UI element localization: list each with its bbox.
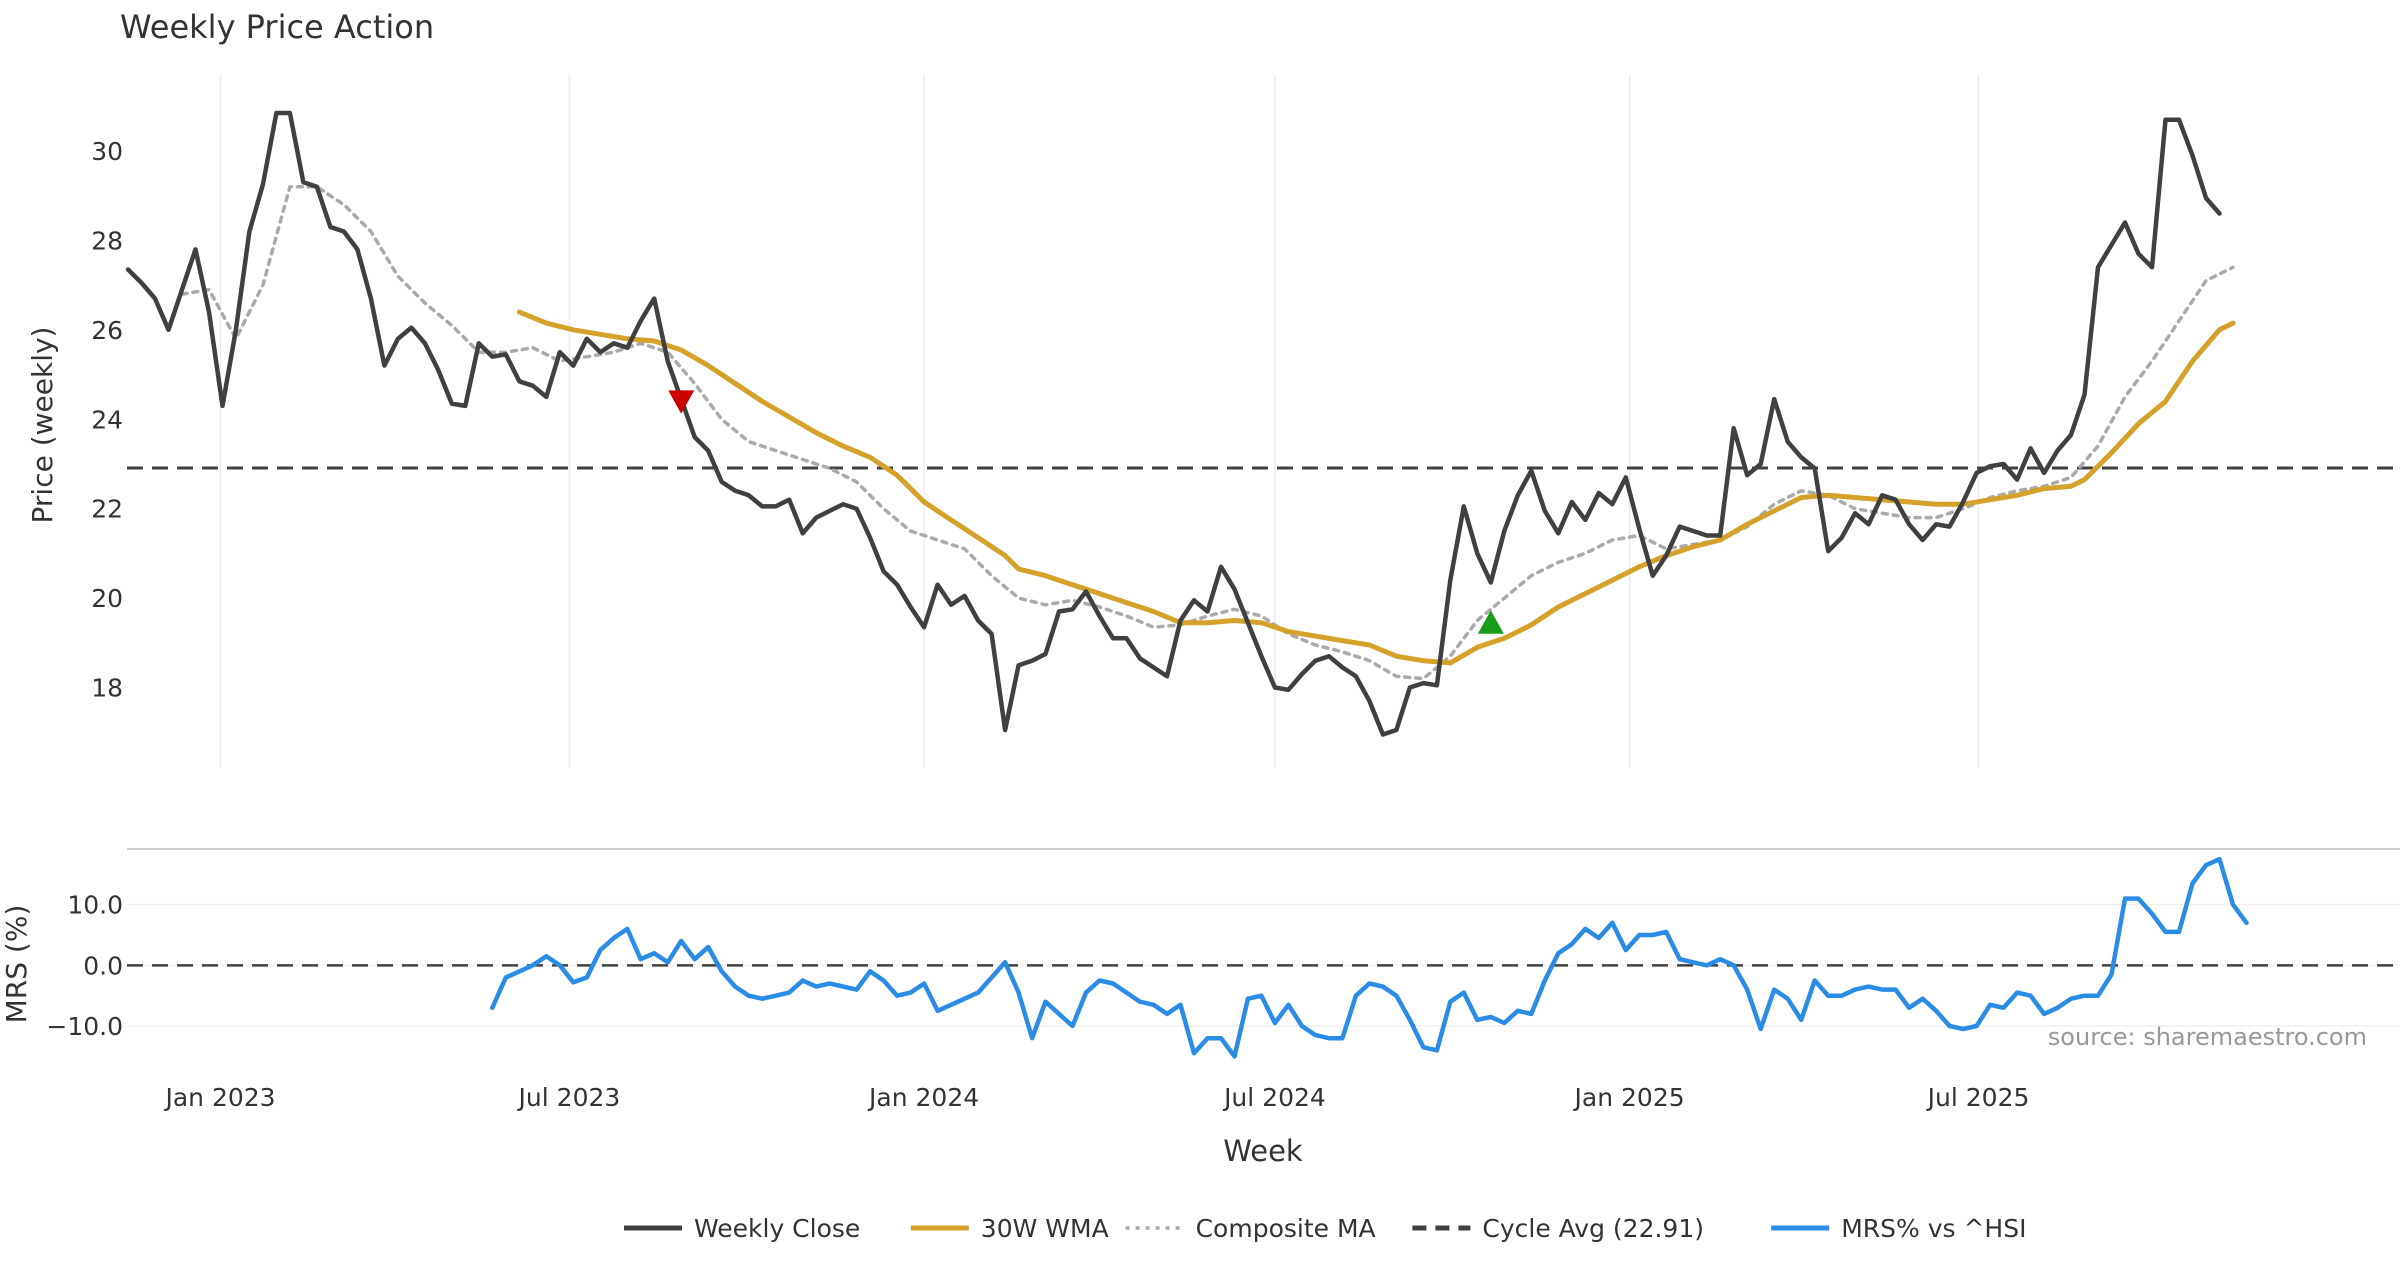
price-y-tick-label: 18: [91, 674, 123, 703]
legend-label: Weekly Close: [694, 1214, 860, 1243]
legend-item-weekly-close: Weekly Close: [624, 1214, 860, 1243]
x-tick-label: Jan 2024: [867, 1083, 979, 1112]
price-y-axis: 18 20 22 24 26 28 30: [91, 137, 123, 703]
price-plot-area: [125, 110, 2400, 737]
composite-ma-series-line: [180, 185, 2235, 681]
price-y-tick-label: 28: [91, 226, 123, 255]
mrs-y-tick-label: 0.0: [83, 951, 123, 980]
mrs-series-line: [490, 856, 2249, 1059]
buy-marker: [1477, 610, 1504, 634]
legend-item-composite-ma: Composite MA: [1125, 1214, 1376, 1243]
sell-marker: [668, 390, 695, 414]
30w-wma-series-line: [516, 309, 2236, 666]
price-y-tick-label: 22: [91, 495, 123, 524]
mrs-y-tick-label: 10.0: [67, 891, 123, 920]
legend-item-cycle-avg-22-91: Cycle Avg (22.91): [1412, 1214, 1704, 1243]
mrs-y-axis: −10.0 0.0 10.0: [46, 891, 123, 1041]
legend-item-30w-wma: 30W WMA: [910, 1214, 1109, 1243]
x-tick-label: Jul 2024: [1222, 1083, 1326, 1112]
x-tick-label: Jul 2025: [1926, 1083, 2030, 1112]
price-grid: [219, 75, 1980, 768]
x-axis: Jan 2023 Jul 2023 Jan 2024 Jul 2024 Jan 2025…: [163, 1083, 2029, 1112]
mrs-y-axis-label: MRS (%): [0, 905, 33, 1024]
x-axis-label: Week: [1223, 1134, 1303, 1168]
mrs-y-tick-label: −10.0: [46, 1012, 123, 1041]
x-tick-label: Jul 2023: [517, 1083, 621, 1112]
price-y-tick-label: 30: [91, 137, 123, 166]
legend-label: MRS% vs ^HSI: [1841, 1214, 2026, 1243]
legend: Weekly Close 30W WMA Composite MA Cycle Avg…: [624, 1214, 2026, 1243]
source-watermark: source: sharemaestro.com: [2048, 1023, 2367, 1051]
x-tick-label: Jan 2023: [163, 1083, 275, 1112]
price-y-tick-label: 26: [91, 316, 123, 345]
legend-label: Composite MA: [1196, 1214, 1376, 1243]
mrs-plot-area: [127, 856, 2400, 1059]
legend-item-mrs-vs-hsi: MRS% vs ^HSI: [1771, 1214, 2026, 1243]
chart-title: Weekly Price Action: [120, 8, 434, 46]
x-tick-label: Jan 2025: [1573, 1083, 1685, 1112]
legend-label: Cycle Avg (22.91): [1482, 1214, 1704, 1243]
price-y-tick-label: 20: [91, 584, 123, 613]
price-y-axis-label: Price (weekly): [26, 327, 59, 524]
price-y-tick-label: 24: [91, 405, 123, 434]
weekly-close-series-line: [125, 110, 2222, 737]
legend-label: 30W WMA: [981, 1214, 1109, 1243]
signal-markers: [668, 390, 1504, 634]
